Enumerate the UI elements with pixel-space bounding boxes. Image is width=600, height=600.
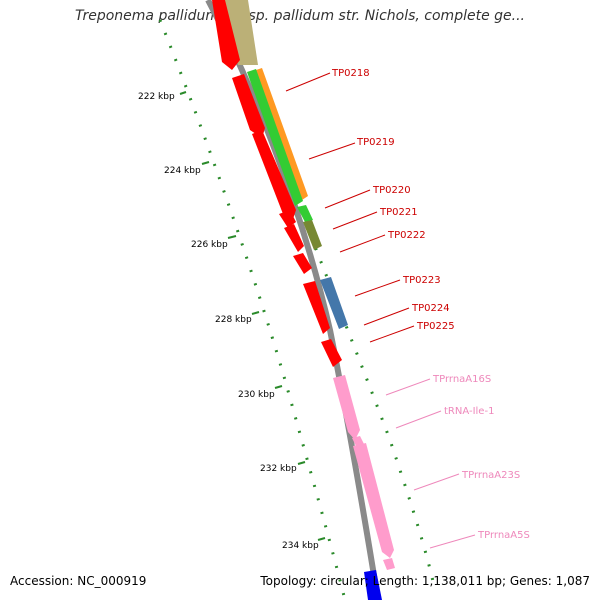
scale-label-228: 228 kbp bbox=[215, 315, 252, 325]
gene-label[interactable]: TP0221 bbox=[379, 207, 418, 218]
feature-cds bbox=[321, 339, 342, 367]
gene-label[interactable]: TPrrnaA16S bbox=[432, 374, 491, 385]
genome-summary-text: Topology: circular; Length: 1,138,011 bp… bbox=[260, 574, 590, 588]
feature-cds bbox=[279, 210, 296, 228]
feature-cds bbox=[303, 281, 330, 334]
gene-label[interactable]: TP0220 bbox=[372, 185, 411, 196]
accession-text: Accession: NC_000919 bbox=[10, 574, 147, 588]
feature-cds bbox=[293, 253, 312, 274]
gene-label[interactable]: TP0222 bbox=[387, 230, 426, 241]
gene-label[interactable]: TPrrnaA23S bbox=[461, 470, 520, 481]
gc-track-outer bbox=[283, 169, 437, 591]
map-title: Treponema pallidum subsp. pallidum str. … bbox=[75, 8, 525, 24]
gene-label[interactable]: TP0218 bbox=[331, 68, 370, 79]
gene-label[interactable]: TP0223 bbox=[402, 275, 441, 286]
scale-label-224: 224 kbp bbox=[164, 166, 201, 176]
backbone bbox=[205, 0, 381, 600]
label-leaders bbox=[285, 72, 476, 549]
feature-rrna bbox=[353, 443, 394, 558]
feature-rrna-bottom bbox=[383, 558, 395, 570]
feature-trna bbox=[352, 436, 364, 446]
feature-cds-top bbox=[212, 0, 240, 70]
feature-orange bbox=[256, 68, 308, 200]
feature-cds bbox=[232, 74, 265, 138]
scale-ticks bbox=[179, 91, 326, 541]
feature-green-small bbox=[297, 205, 313, 222]
gene-label[interactable]: TPrrnaA5S bbox=[477, 530, 530, 541]
scale-label-226: 226 kbp bbox=[191, 240, 228, 250]
gene-label[interactable]: TP0219 bbox=[356, 137, 395, 148]
feature-cds bbox=[252, 130, 296, 222]
scale-label-230: 230 kbp bbox=[238, 390, 275, 400]
feature-olive bbox=[303, 220, 322, 250]
scale-label-232: 232 kbp bbox=[260, 464, 297, 474]
scale-label-222: 222 kbp bbox=[138, 92, 175, 102]
feature-khaki bbox=[223, 0, 258, 65]
gene-label[interactable]: TP0225 bbox=[416, 321, 455, 332]
feature-blue bbox=[320, 277, 348, 329]
gene-label[interactable]: tRNA-Ile-1 bbox=[444, 406, 494, 417]
feature-rrna bbox=[333, 375, 360, 440]
feature-cds bbox=[284, 224, 304, 252]
scale-label-234: 234 kbp bbox=[282, 541, 319, 551]
gene-label[interactable]: TP0224 bbox=[411, 303, 450, 314]
feature-green bbox=[247, 69, 303, 206]
feature-blue-bottom bbox=[364, 570, 382, 600]
